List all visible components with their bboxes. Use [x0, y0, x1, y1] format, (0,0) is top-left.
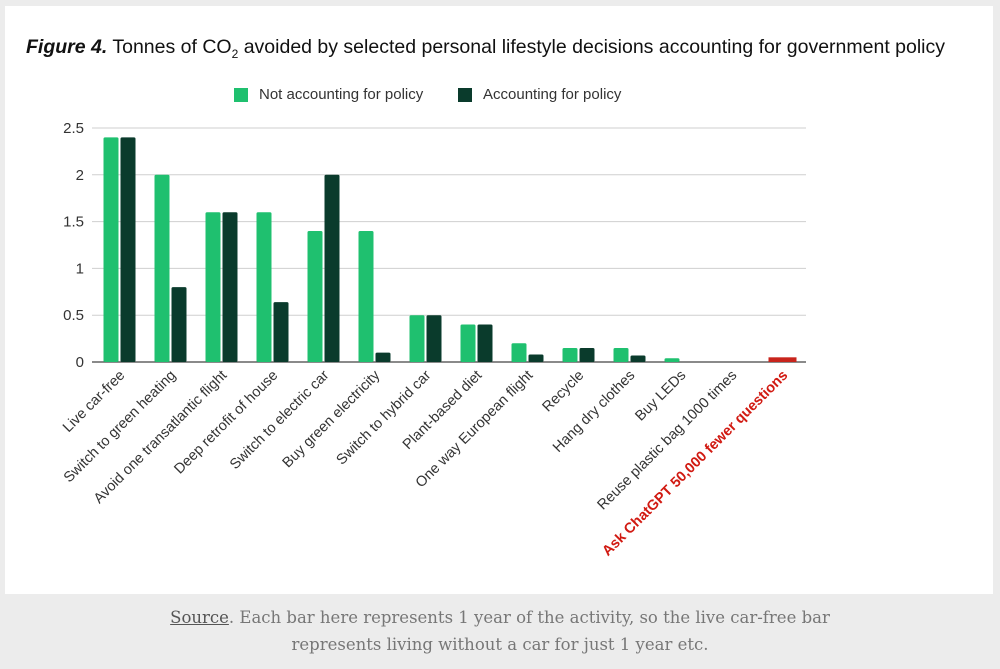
chart-legend: Not accounting for policy Accounting for… — [0, 86, 1000, 108]
bar-series-1 — [154, 174, 170, 362]
y-tick-label: 1 — [76, 260, 84, 277]
figure-caption: Source. Each bar here represents 1 year … — [0, 604, 1000, 658]
bar-series-2 — [426, 315, 442, 362]
bar-series-2 — [630, 355, 646, 362]
source-link[interactable]: Source — [170, 608, 229, 627]
bar-series-1 — [409, 315, 425, 362]
y-tick-label: 2.5 — [63, 120, 84, 137]
bar-series-1 — [205, 212, 221, 362]
legend-item-not-accounting[interactable]: Not accounting for policy — [234, 86, 423, 103]
caption-line1: . Each bar here represents 1 year of the… — [228, 608, 830, 627]
figure-title: Figure 4. Tonnes of CO2 avoided by selec… — [26, 36, 991, 61]
y-tick-label: 0 — [76, 354, 84, 371]
title-subscript: 2 — [231, 46, 239, 61]
category-label: Ask ChatGPT 50,000 fewer questions — [599, 368, 791, 560]
bar-series-1 — [562, 347, 578, 362]
title-text-before-sub: Tonnes of CO — [112, 36, 232, 58]
legend-swatch-accounting — [458, 87, 472, 102]
bar-series-2 — [528, 354, 544, 362]
bar-series-1 — [664, 358, 680, 362]
y-tick-label: 1.5 — [63, 214, 84, 231]
bar-series-2 — [222, 212, 238, 362]
y-tick-label: 0.5 — [63, 307, 84, 324]
bar-series-2 — [120, 137, 136, 362]
bar-series-1 — [307, 230, 323, 362]
caption-line2: represents living without a car for just… — [291, 635, 709, 654]
bar-series-1 — [613, 347, 629, 362]
figure-panel — [5, 6, 993, 594]
bar-highlight — [768, 357, 797, 362]
bar-series-2 — [579, 347, 595, 362]
category-label: Buy green electricity — [280, 367, 384, 471]
legend-label-not-accounting: Not accounting for policy — [259, 86, 424, 103]
bar-series-2 — [375, 352, 391, 362]
bar-series-1 — [103, 137, 119, 362]
legend-swatch-not-accounting — [234, 87, 248, 102]
bar-series-2 — [477, 324, 493, 362]
legend-item-accounting[interactable]: Accounting for policy — [458, 86, 621, 103]
bar-series-2 — [324, 174, 340, 362]
bar-series-1 — [358, 230, 374, 362]
category-label: Recycle — [540, 368, 588, 416]
category-label: Switch to electric car — [227, 367, 332, 472]
legend-label-accounting: Accounting for policy — [483, 86, 622, 103]
bar-series-1 — [511, 343, 527, 362]
bar-series-1 — [460, 324, 476, 362]
title-text-after-sub: avoided by selected personal lifestyle d… — [238, 36, 946, 58]
category-label: Switch to hybrid car — [334, 367, 435, 468]
bar-series-1 — [256, 212, 272, 362]
bar-series-2 — [273, 302, 289, 362]
figure-label: Figure 4. — [26, 36, 108, 58]
y-tick-label: 2 — [76, 167, 84, 184]
bar-series-2 — [171, 287, 187, 362]
